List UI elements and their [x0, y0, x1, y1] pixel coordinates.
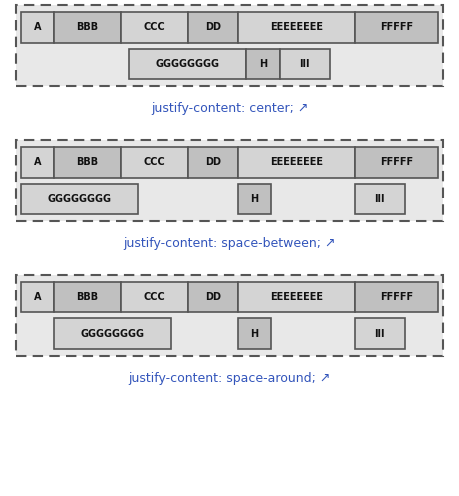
FancyBboxPatch shape [21, 12, 54, 43]
Text: GGGGGGGG: GGGGGGGG [47, 194, 111, 204]
Text: A: A [34, 22, 41, 32]
FancyBboxPatch shape [355, 184, 405, 214]
Text: EEEEEEEE: EEEEEEEE [270, 292, 323, 302]
FancyBboxPatch shape [188, 12, 238, 43]
FancyBboxPatch shape [16, 275, 443, 356]
Text: GGGGGGGG: GGGGGGGG [80, 329, 145, 339]
FancyBboxPatch shape [355, 282, 438, 312]
Text: BBB: BBB [76, 157, 99, 167]
Text: CCC: CCC [144, 157, 165, 167]
FancyBboxPatch shape [238, 282, 355, 312]
FancyBboxPatch shape [238, 184, 271, 214]
FancyBboxPatch shape [16, 5, 443, 86]
FancyBboxPatch shape [355, 12, 438, 43]
FancyBboxPatch shape [121, 12, 188, 43]
Text: justify-content: space-between; ↗: justify-content: space-between; ↗ [123, 237, 336, 250]
Text: III: III [299, 59, 310, 69]
FancyBboxPatch shape [238, 147, 355, 178]
Text: H: H [259, 59, 267, 69]
FancyBboxPatch shape [280, 49, 330, 79]
Text: DD: DD [205, 292, 221, 302]
FancyBboxPatch shape [54, 318, 171, 349]
Text: H: H [251, 329, 258, 339]
Text: EEEEEEEE: EEEEEEEE [270, 157, 323, 167]
Text: A: A [34, 157, 41, 167]
FancyBboxPatch shape [188, 282, 238, 312]
Text: A: A [34, 292, 41, 302]
FancyBboxPatch shape [16, 140, 443, 221]
Text: BBB: BBB [76, 22, 99, 32]
FancyBboxPatch shape [21, 282, 54, 312]
Text: H: H [251, 194, 258, 204]
FancyBboxPatch shape [355, 318, 405, 349]
FancyBboxPatch shape [21, 184, 138, 214]
Text: CCC: CCC [144, 22, 165, 32]
FancyBboxPatch shape [238, 12, 355, 43]
FancyBboxPatch shape [121, 282, 188, 312]
Text: CCC: CCC [144, 292, 165, 302]
Text: DD: DD [205, 22, 221, 32]
FancyBboxPatch shape [355, 147, 438, 178]
Text: DD: DD [205, 157, 221, 167]
Text: III: III [375, 329, 385, 339]
Text: BBB: BBB [76, 292, 99, 302]
Text: III: III [375, 194, 385, 204]
FancyBboxPatch shape [21, 147, 54, 178]
Text: justify-content: center; ↗: justify-content: center; ↗ [151, 102, 308, 116]
Text: EEEEEEEE: EEEEEEEE [270, 22, 323, 32]
Text: FFFFF: FFFFF [380, 22, 413, 32]
Text: FFFFF: FFFFF [380, 157, 413, 167]
FancyBboxPatch shape [246, 49, 280, 79]
Text: GGGGGGGG: GGGGGGGG [156, 59, 220, 69]
FancyBboxPatch shape [54, 282, 121, 312]
FancyBboxPatch shape [238, 318, 271, 349]
FancyBboxPatch shape [188, 147, 238, 178]
FancyBboxPatch shape [54, 147, 121, 178]
FancyBboxPatch shape [54, 12, 121, 43]
FancyBboxPatch shape [121, 147, 188, 178]
Text: FFFFF: FFFFF [380, 292, 413, 302]
Text: justify-content: space-around; ↗: justify-content: space-around; ↗ [129, 372, 330, 385]
FancyBboxPatch shape [129, 49, 246, 79]
